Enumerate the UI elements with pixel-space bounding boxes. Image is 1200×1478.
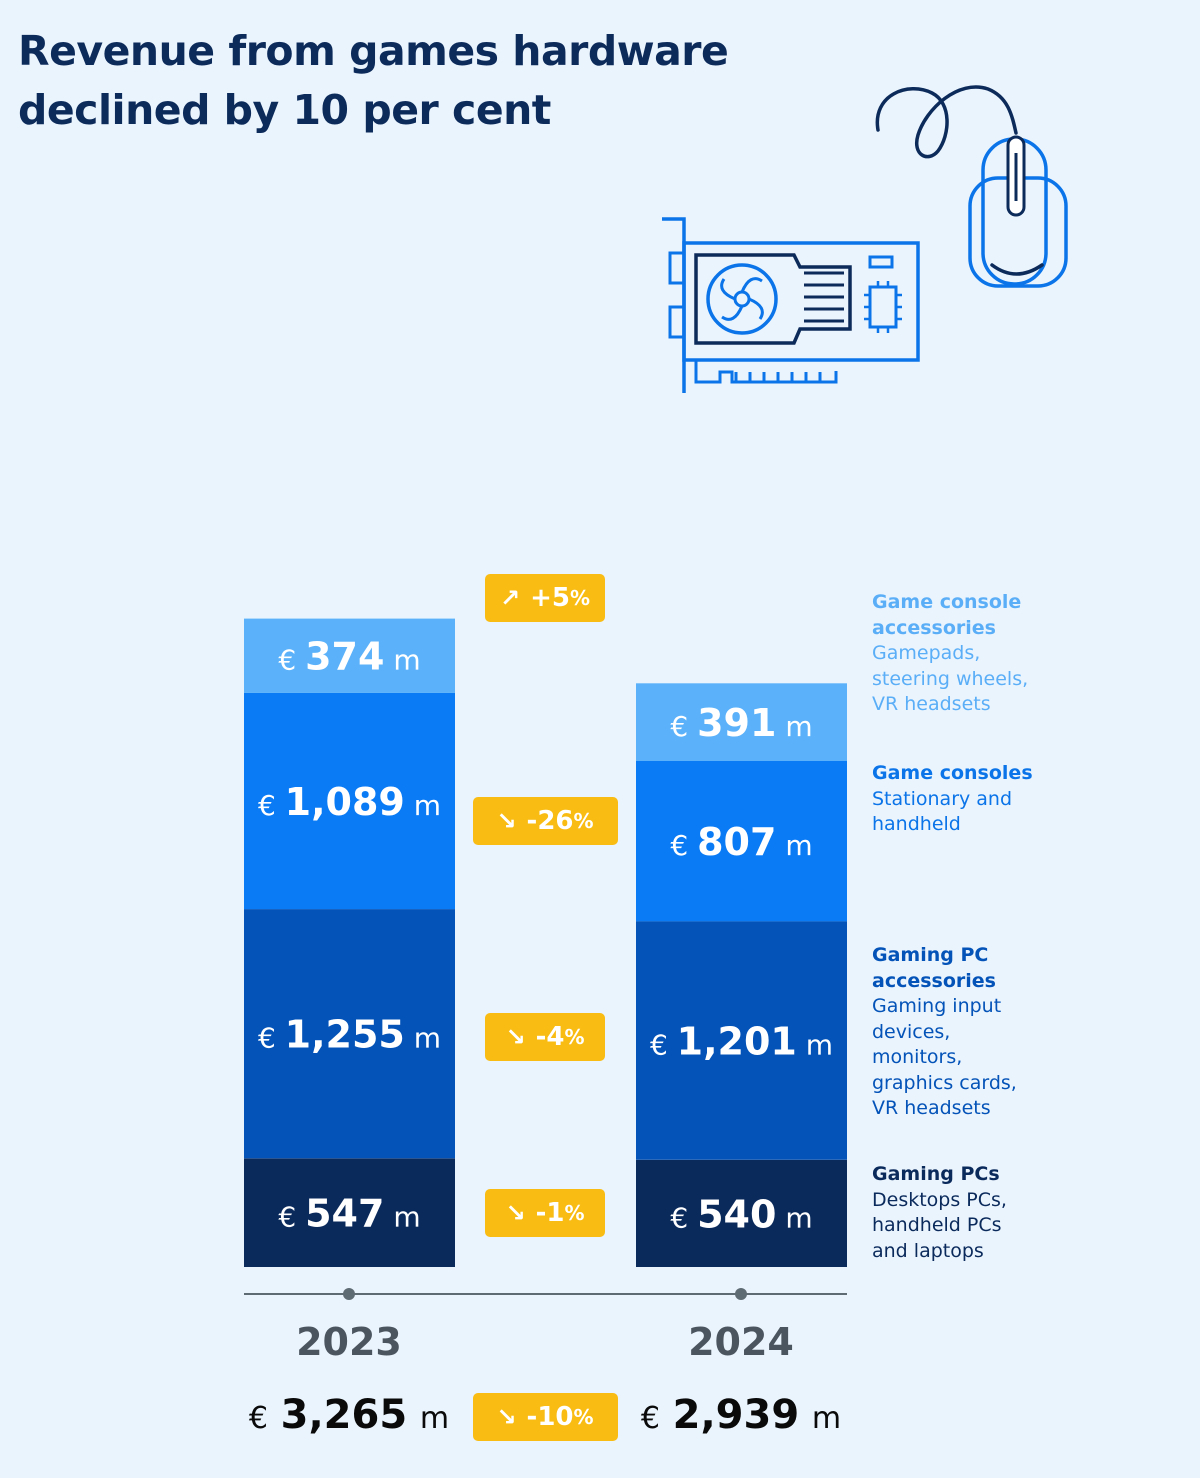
page-title: Revenue from games hardware declined by … [18, 22, 818, 140]
hardware-illustration [662, 85, 1068, 393]
total-label-2023: € 3,265 m [234, 1392, 464, 1438]
change-badge-4: ↗ +5% [485, 573, 605, 622]
x-tick-label-2023: 2023 [296, 1320, 402, 1364]
x-tick-label-2024: 2024 [688, 1320, 794, 1364]
legend-description: Desktops PCs, handheld PCs and laptops [872, 1188, 1007, 1262]
legend-name: Gaming PC accessories [872, 944, 996, 992]
arrow-down-right-icon: ↘ [505, 1023, 526, 1052]
change-unit: % [569, 585, 591, 610]
legend-description: Gamepads, steering wheels, VR headsets [872, 642, 1029, 715]
total-value: 2,939 [672, 1392, 800, 1438]
bar-segment-2023-4 [244, 618, 455, 693]
bar-segment-2024-2 [636, 921, 847, 1160]
data-label-2024-1: € 540 m [670, 1192, 812, 1236]
arrow-down-right-icon: ↘ [496, 807, 517, 836]
change-unit: % [564, 1201, 585, 1226]
total-currency: € [248, 1401, 268, 1436]
legend-name: Game consoles [872, 762, 1033, 784]
x-axis [244, 1288, 847, 1300]
total-value: 3,265 [280, 1392, 408, 1438]
change-unit: % [573, 1405, 594, 1429]
arrow-down-right-icon: ↘ [505, 1199, 526, 1228]
title-line-2: declined by 10 per cent [18, 86, 551, 134]
total-currency: € [640, 1401, 660, 1436]
data-label-2023-4: € 374 m [278, 635, 420, 679]
change-badge-2: ↘ -4% [485, 1013, 605, 1062]
change-value: -4 [535, 1022, 565, 1053]
bar-segment-2024-4 [636, 683, 847, 761]
data-label-2023-2: € 1,255 m [258, 1013, 441, 1057]
total-unit: m [811, 1401, 842, 1436]
change-unit: % [573, 809, 594, 834]
legend-description: Gaming input devices, monitors, graphics… [872, 995, 1017, 1119]
data-label-2023-3: € 1,089 m [258, 780, 441, 824]
bar-segment-2024-1 [636, 1159, 847, 1267]
computer-mouse-icon [875, 85, 1068, 288]
legend-entry-4: Game console accessories Gamepads, steeri… [872, 590, 1192, 718]
legend-name: Game console accessories [872, 591, 1022, 639]
data-label-2024-2: € 1,201 m [650, 1020, 833, 1064]
change-badge-total: ↘ -10% [472, 1393, 618, 1441]
bar-segment-2024-3 [636, 761, 847, 922]
title-line-1: Revenue from games hardware [18, 27, 729, 75]
arrow-down-right-icon: ↘ [496, 1403, 517, 1431]
x-axis-tick-2023 [343, 1288, 355, 1300]
change-value: -10 [526, 1402, 574, 1432]
legend-entry-2: Gaming PC accessories Gaming input device… [872, 943, 1192, 1122]
graphics-card-icon [662, 217, 920, 393]
data-label-2024-4: € 391 m [670, 701, 812, 745]
bar-segment-2023-1 [244, 1158, 455, 1267]
change-value: -26 [526, 806, 574, 837]
legend-name: Gaming PCs [872, 1163, 1000, 1185]
data-label-2024-3: € 807 m [670, 820, 812, 864]
change-value: +5 [530, 582, 570, 613]
change-badge-1: ↘ -1% [485, 1189, 605, 1238]
total-unit: m [419, 1401, 450, 1436]
change-badge-3: ↘ -26% [472, 797, 618, 846]
x-axis-tick-2024 [735, 1288, 747, 1300]
total-label-2024: € 2,939 m [626, 1392, 856, 1438]
legend-entry-1: Gaming PCs Desktops PCs, handheld PCs and… [872, 1162, 1192, 1264]
legend-entry-3: Game consoles Stationary and handheld [872, 761, 1192, 838]
change-unit: % [564, 1025, 585, 1050]
data-label-2023-1: € 547 m [278, 1192, 420, 1236]
arrow-up-right-icon: ↗ [499, 583, 521, 612]
change-value: -1 [535, 1198, 565, 1229]
legend-description: Stationary and handheld [872, 787, 1013, 836]
bar-segment-2023-3 [244, 692, 455, 910]
bar-segment-2023-2 [244, 909, 455, 1159]
